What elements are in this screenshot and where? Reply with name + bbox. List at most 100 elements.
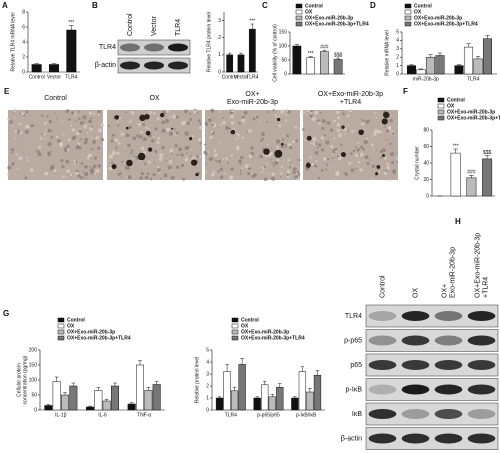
cell-speck (383, 171, 387, 176)
cell-speck (314, 110, 319, 115)
cell-speck (306, 109, 310, 113)
cell-speck (92, 166, 95, 169)
cell-speck (251, 174, 255, 179)
cell-speck (281, 138, 285, 141)
cell-speck (198, 155, 202, 158)
cell-speck (276, 139, 281, 144)
x-tick-label: TLR4 (65, 74, 77, 80)
cell-speck (309, 112, 313, 115)
legend-label: Control (447, 98, 465, 104)
cell-speck (396, 152, 399, 155)
bar (482, 158, 493, 197)
blot-band (401, 433, 430, 444)
cell-speck (297, 173, 301, 176)
cell-speck (75, 120, 78, 122)
cell-speck (126, 176, 128, 178)
cell-speck (18, 122, 21, 126)
row-label: TLR4 (99, 44, 116, 51)
cell-speck (282, 134, 285, 136)
y-tick-label: 100 (29, 377, 38, 383)
blot-band (368, 409, 397, 419)
cell-speck (391, 132, 395, 135)
cell-speck (191, 135, 195, 138)
cell-speck (25, 125, 29, 129)
cell-speck (40, 114, 44, 117)
bar (333, 59, 343, 75)
y-tick-label: 150 (29, 362, 38, 368)
cell-speck (357, 160, 361, 164)
cell-speck (222, 157, 225, 160)
blot-band (467, 384, 496, 395)
cell-speck (348, 108, 353, 113)
cell-speck (321, 127, 325, 131)
cell-speck (344, 132, 346, 135)
cell-speck (48, 120, 53, 124)
cell-speck (73, 162, 76, 166)
y-tick-label: 6 (22, 24, 25, 30)
cell-speck (301, 111, 305, 114)
cell-speck (119, 172, 122, 175)
y-axis-label: Cell viability (% of control) (272, 24, 278, 82)
bar (253, 397, 261, 411)
cell-speck (230, 167, 234, 171)
legend-label: OX+Exo-miR-20b-3p+TLR4 (67, 336, 131, 342)
cell-speck (158, 157, 163, 161)
cell-speck (156, 117, 160, 121)
cell-speck (11, 151, 14, 154)
cell-speck (318, 122, 322, 126)
cell-speck (355, 146, 357, 149)
y-tick-label: 0 (426, 193, 429, 199)
panel-letter: D (370, 1, 376, 10)
cell-speck (90, 125, 93, 128)
cell-speck (354, 129, 356, 132)
cell-speck (379, 156, 383, 159)
legend-swatch (437, 97, 445, 103)
cell-speck (70, 124, 73, 127)
cell-speck (73, 135, 77, 139)
legend-swatch (404, 15, 412, 21)
cell-speck (94, 156, 98, 160)
cell-speck (67, 173, 70, 176)
cell-speck (68, 138, 71, 142)
cell-speck (337, 116, 341, 120)
cell-speck (361, 122, 365, 126)
cell-speck (149, 116, 152, 118)
bar (248, 28, 256, 73)
blot-strip (365, 378, 499, 401)
cell-speck (49, 166, 55, 171)
cell-speck (276, 158, 280, 162)
cell-speck (66, 148, 70, 151)
legend-label: OX+Exo-miR-20b-3p (414, 16, 462, 22)
x-tick-label: p-p65/p65 (257, 412, 280, 418)
y-axis-label: Relative mRNA level (384, 30, 390, 76)
cell-speck (107, 148, 109, 150)
cell-speck (331, 153, 334, 155)
cell-speck (334, 147, 338, 151)
cell-speck (227, 161, 230, 164)
cell-speck (359, 178, 361, 181)
bar (298, 371, 307, 411)
y-tick-label: 2 (22, 54, 25, 60)
cell-speck (344, 127, 348, 132)
cell-speck (169, 148, 174, 153)
cell-speck (355, 137, 358, 139)
y-tick-label: 50 (281, 57, 287, 63)
cell-speck (262, 170, 264, 173)
panel-letter: C (262, 1, 268, 10)
cell-speck (372, 149, 375, 152)
cell-speck (55, 135, 59, 139)
cell-speck (314, 151, 319, 155)
cell-speck (359, 152, 364, 157)
cell-speck (190, 156, 195, 160)
cell-speck (394, 135, 397, 137)
micrograph-label: +TLR4 (340, 99, 361, 106)
cell-speck (91, 147, 94, 151)
lane-label: OX+Exo-miR-20b-3p (474, 233, 481, 298)
y-tick-label: 1 (396, 63, 399, 69)
crystal (139, 114, 146, 122)
cell-speck (263, 165, 267, 169)
cell-speck (83, 177, 86, 180)
cell-speck (374, 128, 379, 133)
cell-speck (294, 125, 298, 129)
cell-speck (133, 155, 136, 158)
